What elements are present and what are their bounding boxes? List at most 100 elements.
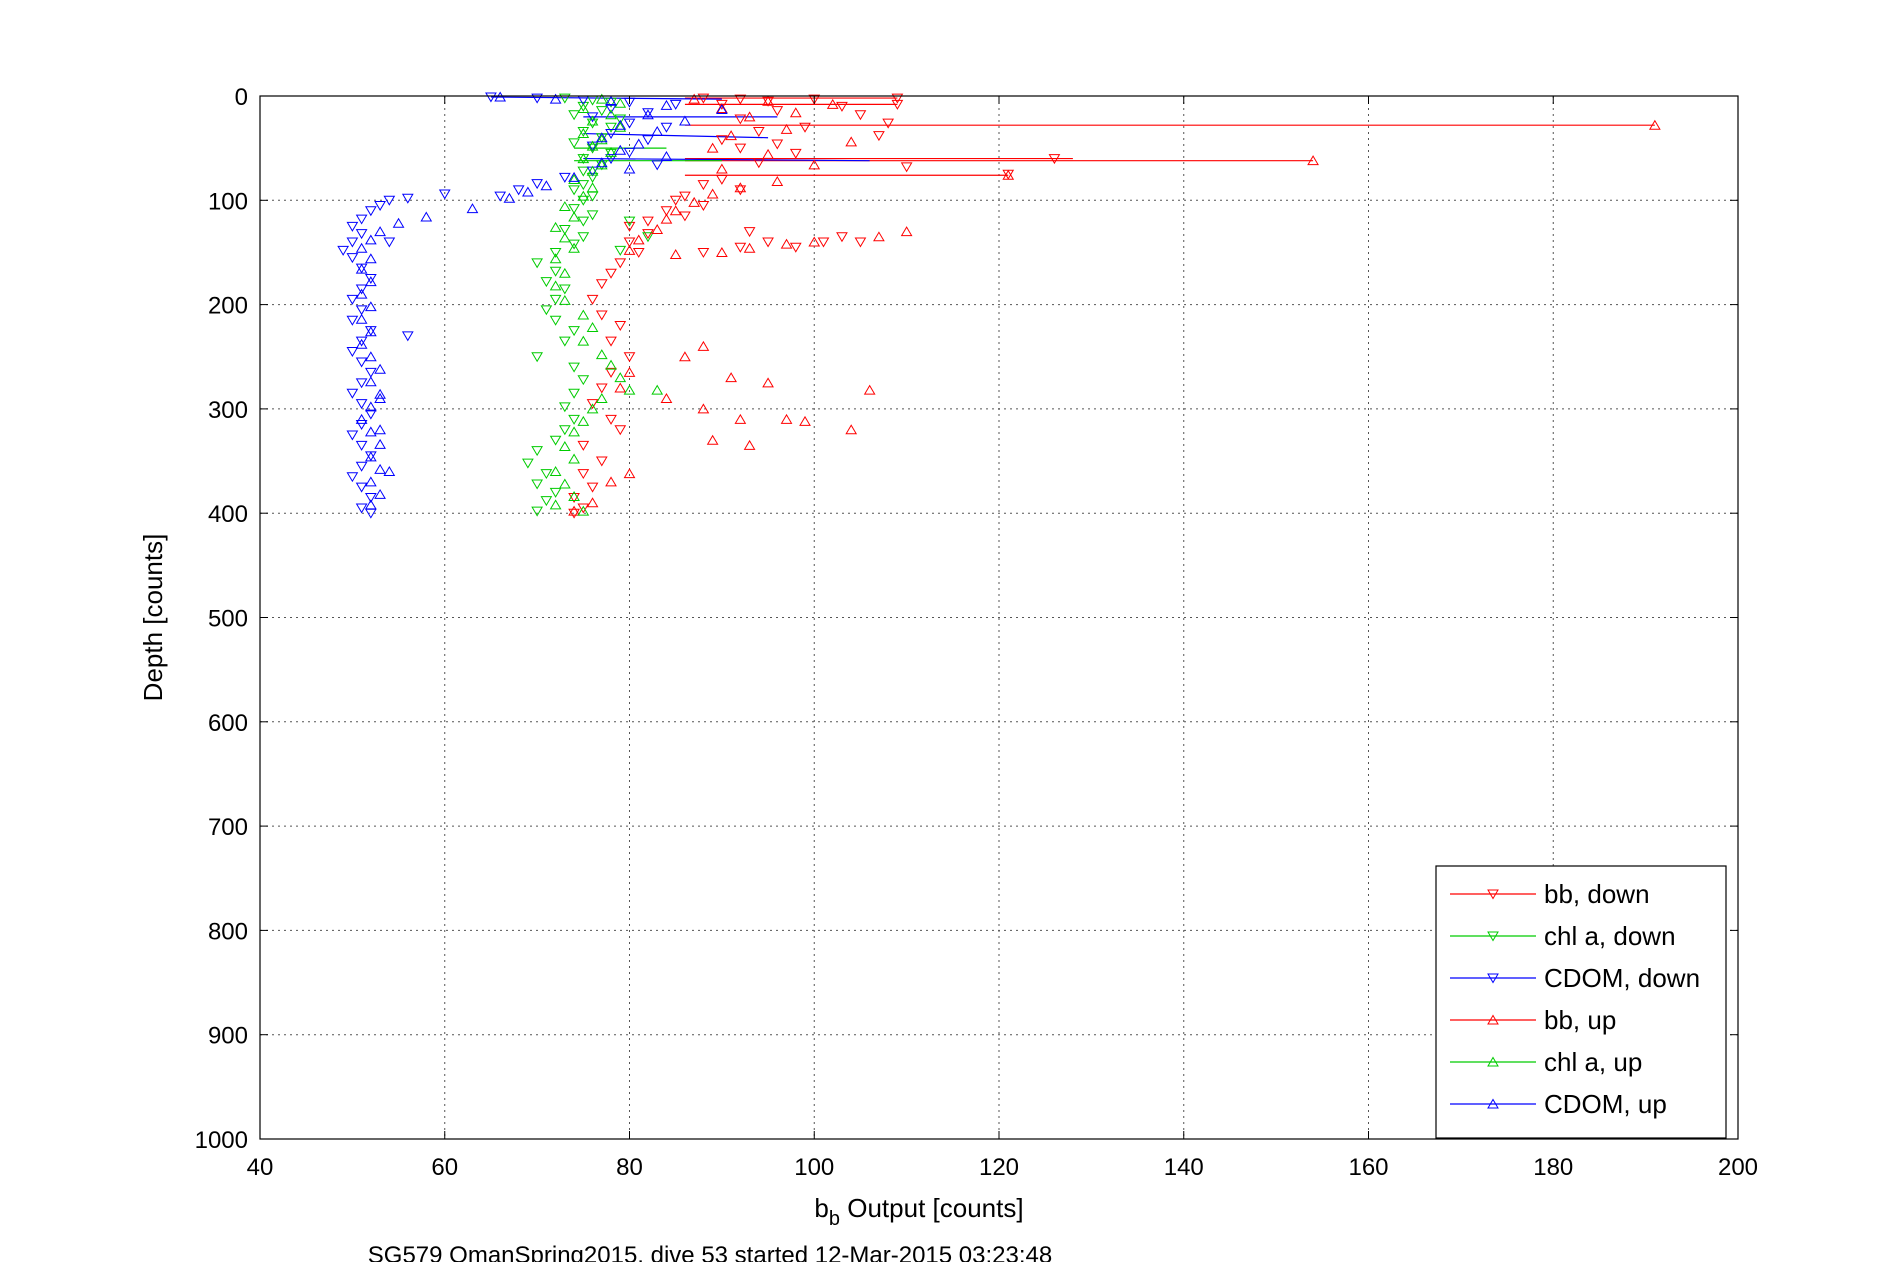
data-point-series-0: [623, 352, 636, 363]
data-point-series-3: [660, 392, 673, 403]
data-point-series-2: [383, 237, 396, 248]
data-point-series-3: [743, 242, 756, 253]
data-point-series-3: [688, 93, 701, 104]
data-point-series-5: [642, 109, 654, 120]
data-point-series-0: [632, 247, 645, 258]
data-point-series-2: [355, 305, 368, 316]
data-point-series-3: [780, 413, 793, 424]
data-point-series-5: [355, 413, 368, 424]
data-point-series-2: [355, 399, 368, 410]
legend-marker: [1487, 973, 1499, 984]
data-point-series-1: [568, 185, 580, 196]
x-axis-label-subscript: b: [829, 1208, 840, 1230]
data-point-series-4: [577, 103, 590, 114]
data-point-series-1: [568, 388, 580, 399]
data-point-series-2: [346, 388, 359, 399]
x-tick-label: 160: [1348, 1154, 1388, 1181]
data-point-series-4: [623, 384, 636, 395]
data-point-series-2: [401, 193, 414, 204]
data-point-series-3: [725, 372, 737, 383]
data-point-series-3: [845, 424, 858, 435]
data-point-series-0: [623, 221, 636, 232]
data-point-series-0: [743, 227, 756, 238]
data-point-series-3: [845, 136, 858, 147]
data-point-series-2: [346, 472, 359, 483]
data-point-series-5: [364, 234, 377, 245]
data-point-series-0: [595, 383, 608, 394]
data-point-series-5: [522, 186, 534, 197]
data-point-series-5: [549, 93, 562, 104]
data-point-series-5: [355, 313, 368, 324]
x-tick-label: 180: [1533, 1154, 1573, 1181]
data-point-series-2: [355, 503, 368, 514]
data-point-series-1: [577, 166, 590, 177]
data-point-series-1: [549, 266, 562, 277]
data-point-series-3: [743, 439, 756, 450]
x-axis-label-main: b: [814, 1193, 828, 1223]
y-axis-label: Depth [counts]: [138, 534, 168, 702]
data-point-series-1: [577, 216, 590, 227]
data-point-series-1: [558, 284, 571, 295]
data-point-series-2: [346, 294, 359, 305]
data-point-series-4: [568, 242, 580, 253]
data-point-series-1: [577, 126, 590, 137]
data-point-series-3: [826, 98, 839, 109]
data-point-series-1: [568, 414, 580, 425]
data-point-series-1: [577, 101, 590, 112]
y-tick-label: 200: [208, 293, 248, 320]
data-point-series-1: [577, 180, 590, 191]
data-point-series-0: [789, 242, 802, 253]
data-point-series-3: [632, 234, 645, 245]
data-point-series-2: [374, 201, 386, 212]
data-point-series-2: [355, 336, 368, 347]
data-point-series-1: [568, 326, 580, 337]
legend-label: chl a, down: [1544, 921, 1676, 951]
data-point-series-0: [586, 399, 599, 410]
data-point-series-2: [605, 154, 617, 165]
data-point-series-2: [355, 357, 368, 368]
data-markers: [337, 91, 1661, 519]
data-point-series-5: [494, 91, 507, 102]
data-point-series-0: [568, 508, 580, 519]
y-tick-label: 900: [208, 1023, 248, 1050]
data-point-series-1: [558, 402, 571, 413]
x-tick-label: 100: [794, 1154, 834, 1181]
data-point-series-3: [780, 123, 793, 134]
data-point-series-0: [697, 180, 710, 191]
data-point-series-5: [623, 163, 636, 174]
data-point-series-5: [355, 263, 368, 274]
x-tick-label: 40: [247, 1154, 274, 1181]
data-point-series-5: [355, 338, 368, 349]
data-point-series-4: [549, 280, 562, 291]
data-point-series-3: [725, 130, 737, 141]
data-point-series-1: [568, 239, 580, 250]
y-tick-label: 700: [208, 814, 248, 841]
data-point-series-4: [577, 309, 590, 320]
data-point-series-0: [697, 93, 710, 104]
y-tick-label: 500: [208, 606, 248, 633]
data-point-series-3: [706, 434, 719, 445]
data-point-series-1: [586, 118, 599, 129]
data-point-series-3: [669, 249, 682, 260]
data-point-series-4: [651, 384, 664, 395]
data-point-series-4: [549, 253, 562, 264]
data-point-series-1: [531, 479, 543, 490]
legend: bb, down chl a, down CDOM, down bb, up chl a…: [1435, 865, 1727, 1139]
data-point-series-4: [586, 403, 599, 414]
data-point-series-0: [697, 247, 710, 258]
data-point-series-2: [364, 206, 377, 217]
data-point-series-0: [595, 310, 608, 321]
data-point-series-0: [605, 268, 617, 279]
data-point-series-0: [854, 110, 867, 121]
data-point-series-2: [337, 245, 350, 256]
data-point-series-3: [743, 111, 756, 122]
data-point-series-0: [669, 195, 682, 206]
data-point-series-5: [392, 217, 405, 228]
legend-label: CDOM, up: [1544, 1089, 1667, 1119]
data-point-series-1: [568, 204, 580, 215]
data-point-series-1: [522, 458, 534, 469]
data-point-series-0: [1048, 154, 1061, 165]
data-point-series-0: [836, 101, 848, 112]
data-point-series-1: [540, 305, 553, 316]
data-point-series-4: [586, 165, 599, 176]
